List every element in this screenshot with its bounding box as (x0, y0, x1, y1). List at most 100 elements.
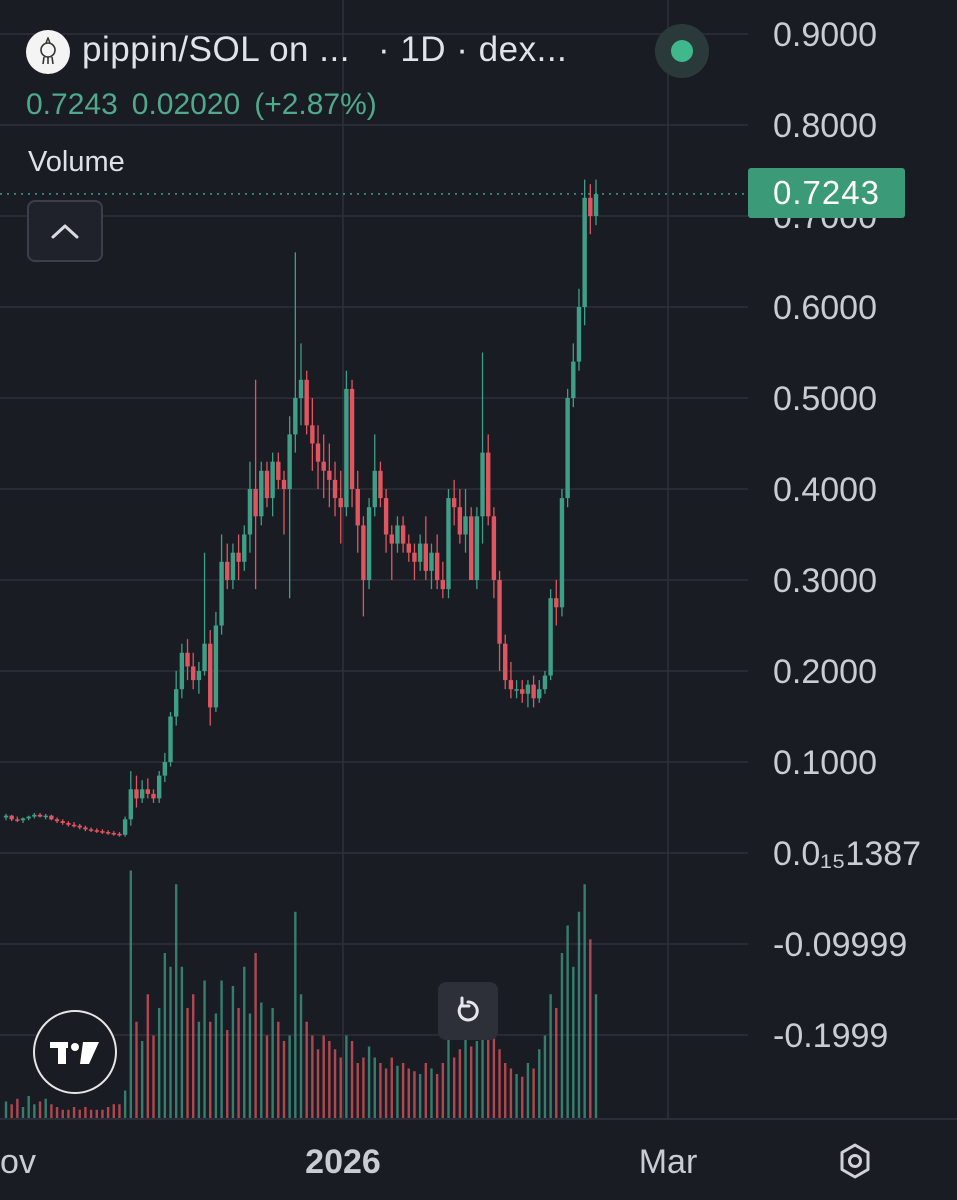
quote-line: 0.7243 0.02020 (+2.87%) (26, 88, 377, 122)
candle-body (225, 561, 230, 580)
symbol-title[interactable]: pippin/SOL on ... · 1D · dex... (82, 30, 567, 70)
volume-bar (543, 1035, 547, 1118)
volume-bar (72, 1107, 76, 1118)
candle-body (259, 470, 264, 517)
candle-body (100, 831, 105, 833)
candle-body (54, 819, 60, 822)
volume-bar (594, 994, 598, 1118)
volume-bar (140, 1041, 144, 1118)
volume-bar (526, 1063, 530, 1118)
candle-body (122, 819, 128, 835)
volume-bar (521, 1076, 524, 1118)
price-change: 0.02020 (131, 88, 241, 121)
volume-bar (271, 1008, 274, 1118)
reset-icon (457, 996, 479, 1022)
candle-body (196, 671, 202, 681)
volume-bar (123, 1090, 127, 1118)
candle-body (173, 689, 179, 717)
candle-body (151, 793, 156, 799)
volume-bar (33, 1104, 36, 1118)
volume-bar (248, 1013, 252, 1118)
candle-body (145, 789, 151, 794)
volume-bar (407, 1068, 410, 1118)
interval-source[interactable]: · 1D · dex... (377, 30, 568, 69)
volume-bar (475, 1041, 479, 1118)
volume-bar (4, 1101, 8, 1118)
y-tick-label: 0.2000 (773, 653, 877, 691)
volume-bar (112, 1104, 115, 1118)
volume-bar (418, 1074, 422, 1118)
volume-bar (577, 911, 581, 1118)
candle-body (77, 825, 82, 828)
candle-body (315, 443, 321, 462)
volume-bar (129, 870, 133, 1118)
volume-bar (27, 1096, 30, 1118)
chart-settings-button[interactable] (832, 1138, 878, 1184)
pair-name[interactable]: pippin/SOL on ... (82, 30, 350, 69)
candle-body (304, 379, 309, 426)
candle-body (537, 689, 542, 699)
volume-bar (169, 966, 172, 1118)
volume-bar (135, 1021, 138, 1118)
volume-bar (192, 994, 195, 1118)
candle-body (588, 197, 593, 216)
candle-body (321, 461, 326, 471)
volume-bar (220, 980, 223, 1118)
reset-chart-button[interactable] (438, 982, 498, 1040)
volume-bar (282, 1041, 286, 1118)
candle-body (349, 388, 355, 489)
market-status-indicator[interactable] (655, 24, 709, 78)
volume-bar (78, 1109, 81, 1118)
candle-body (213, 625, 219, 708)
candle-body (162, 762, 168, 776)
volume-bar (209, 1021, 212, 1118)
volume-bar (572, 966, 575, 1118)
volume-bar (384, 1068, 388, 1118)
volume-bar (413, 1071, 416, 1118)
y-tick-label: 0.3000 (773, 562, 877, 600)
volume-bar (447, 1021, 450, 1118)
candle-body (287, 434, 292, 489)
volume-bar (401, 1063, 405, 1118)
last-price: 0.7243 (26, 88, 118, 121)
volume-bar (555, 1008, 558, 1118)
x-tick-label: 2026 (305, 1143, 381, 1181)
candle-body (71, 824, 77, 827)
volume-bar (498, 1049, 501, 1118)
volume-bar (84, 1107, 87, 1118)
candle-body (429, 552, 434, 571)
candle-body (400, 525, 406, 544)
volume-bar (197, 1021, 201, 1118)
volume-bar (163, 953, 167, 1118)
tradingview-logo[interactable] (33, 1010, 117, 1094)
collapse-legend-button[interactable] (27, 200, 103, 262)
candle-body (37, 814, 43, 817)
volume-bar (328, 1041, 331, 1118)
candle-body (372, 470, 377, 508)
volume-bar (367, 1046, 371, 1118)
volume-bar (61, 1109, 64, 1118)
volume-bar (316, 1049, 320, 1118)
volume-bar (38, 1101, 42, 1118)
candle-body (94, 830, 99, 832)
candle-body (9, 815, 14, 820)
candle-body (264, 470, 270, 499)
candle-body (525, 684, 531, 694)
chart-header: pippin/SOL on ... · 1D · dex... 0.7243 0.0… (0, 0, 740, 200)
candle-body (219, 561, 224, 626)
candle-body (463, 516, 468, 535)
volume-bars (4, 870, 598, 1118)
volume-bar (589, 939, 592, 1118)
candle-body (310, 425, 315, 444)
volume-bar (10, 1104, 13, 1118)
candle-body (457, 507, 463, 535)
volume-bar (243, 966, 246, 1118)
candle-body (468, 516, 474, 580)
y-tick-label: 0.5000 (773, 380, 877, 418)
candle-body (366, 507, 372, 580)
candle-body (49, 815, 54, 820)
candle-body (332, 479, 338, 499)
volume-indicator-label[interactable]: Volume (28, 146, 125, 178)
candle-body (20, 818, 26, 821)
volume-bar (333, 1049, 337, 1118)
